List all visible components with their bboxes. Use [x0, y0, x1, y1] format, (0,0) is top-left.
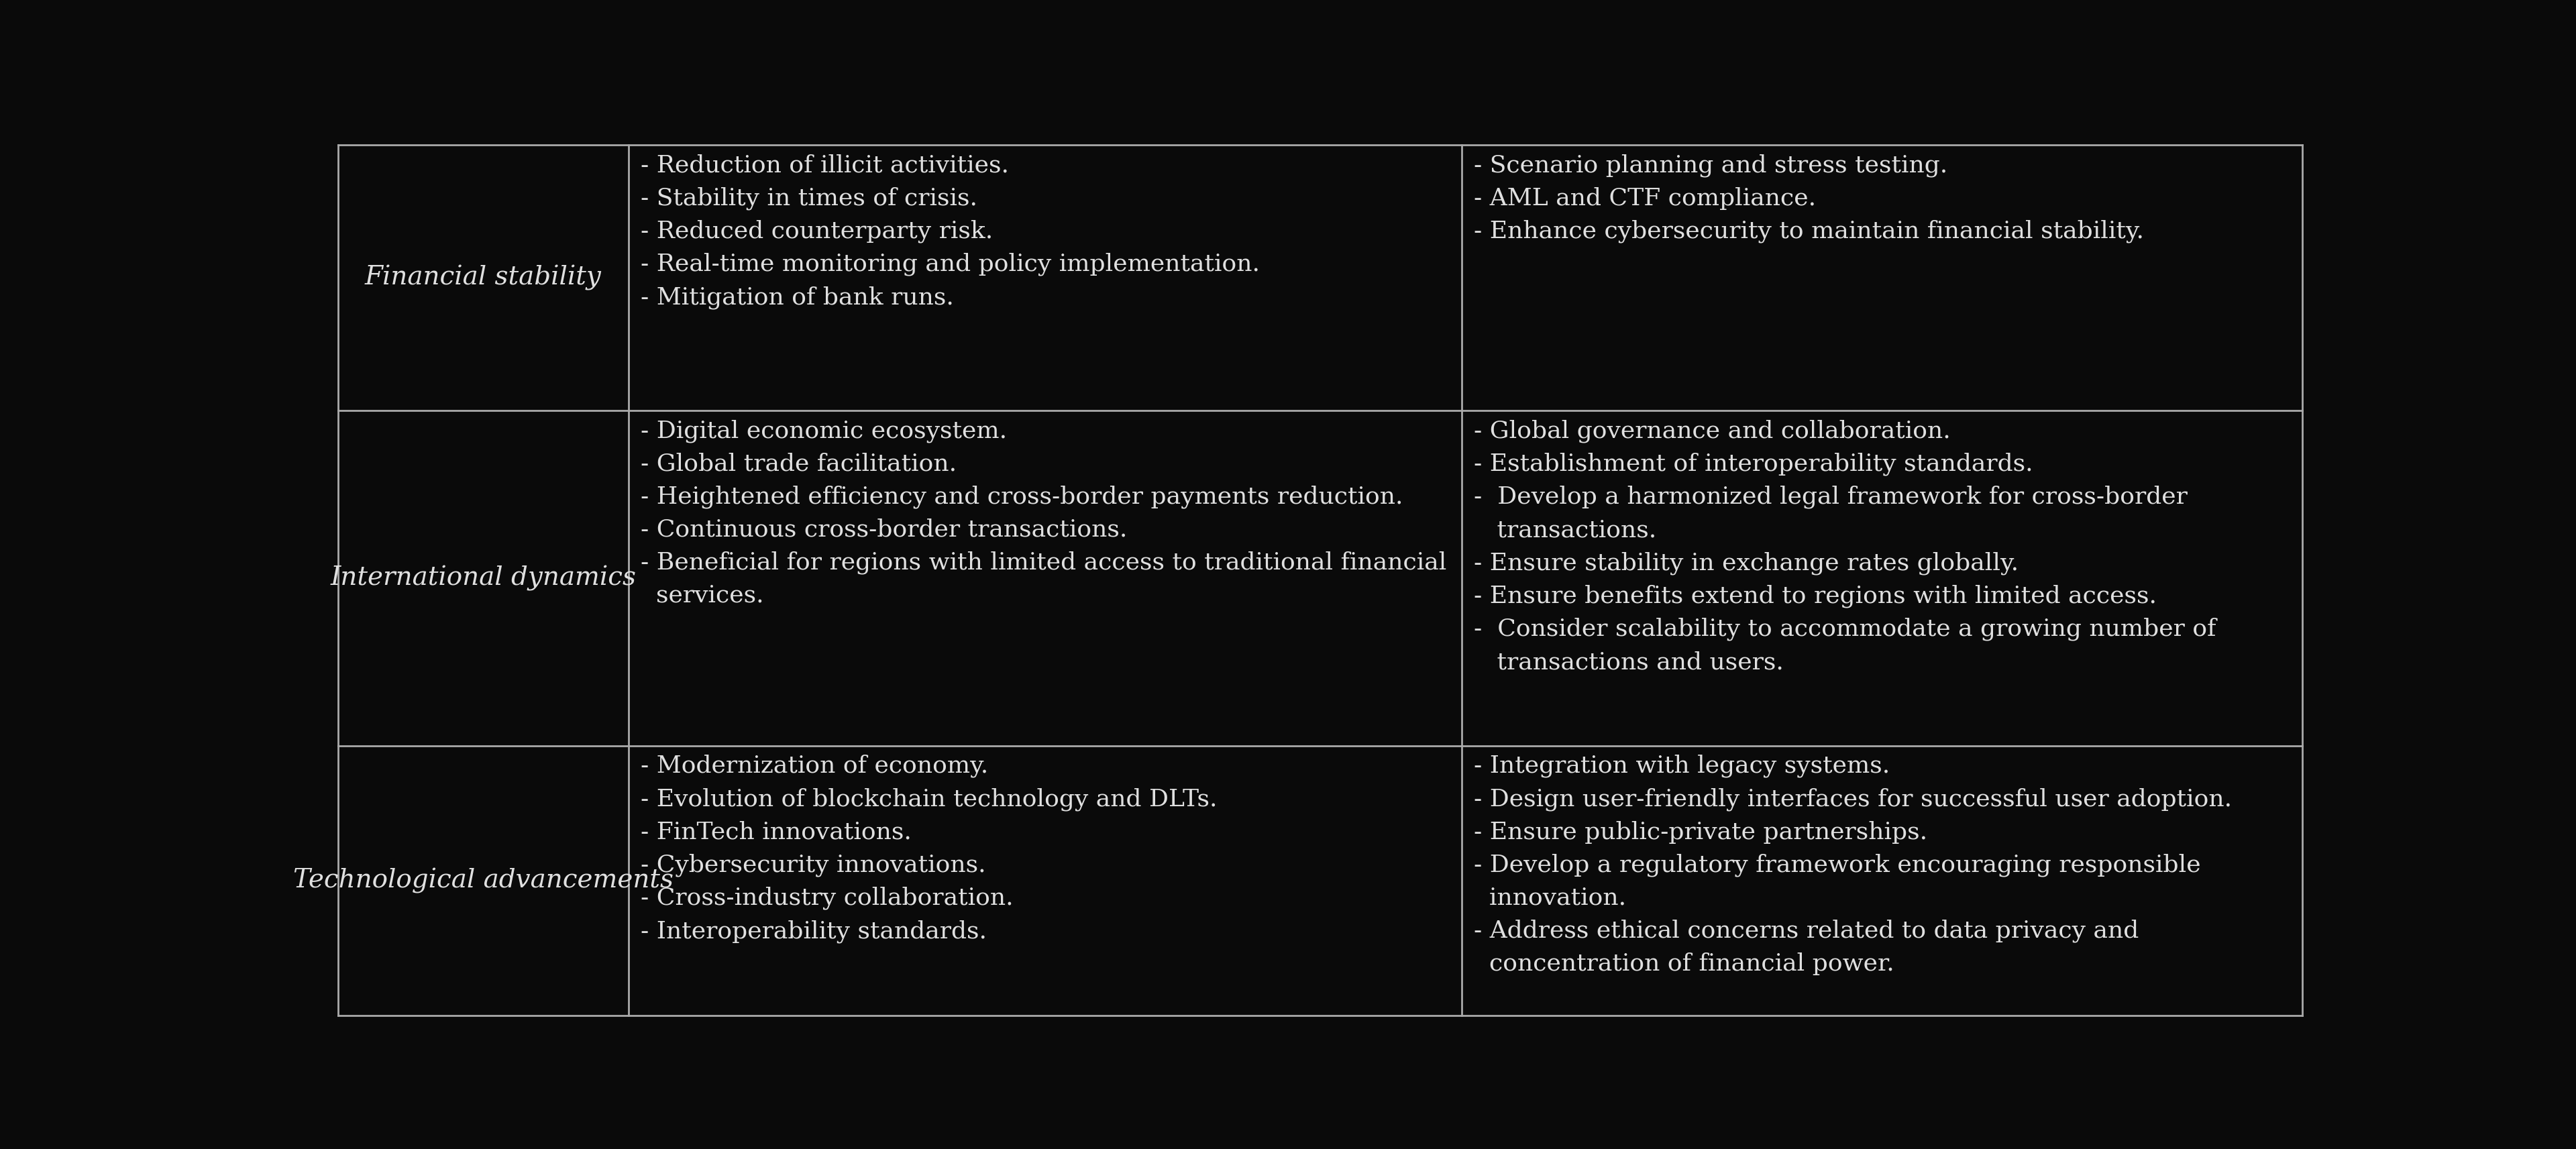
Text: Technological advancements: Technological advancements: [294, 867, 672, 893]
Text: International dynamics: International dynamics: [330, 565, 636, 591]
Text: - Scenario planning and stress testing.
- AML and CTF compliance.
- Enhance cybe: - Scenario planning and stress testing. …: [1473, 154, 2143, 242]
Text: - Digital economic ecosystem.
- Global trade facilitation.
- Heightened efficien: - Digital economic ecosystem. - Global t…: [641, 419, 1448, 607]
Text: - Modernization of economy.
- Evolution of blockchain technology and DLTs.
- Fin: - Modernization of economy. - Evolution …: [641, 755, 1218, 943]
Text: - Global governance and collaboration.
- Establishment of interoperability stand: - Global governance and collaboration. -…: [1473, 419, 2215, 673]
Text: Financial stability: Financial stability: [366, 265, 603, 291]
Text: - Reduction of illicit activities.
- Stability in times of crisis.
- Reduced cou: - Reduction of illicit activities. - Sta…: [641, 154, 1260, 309]
Text: - Integration with legacy systems.
- Design user-friendly interfaces for success: - Integration with legacy systems. - Des…: [1473, 755, 2231, 976]
